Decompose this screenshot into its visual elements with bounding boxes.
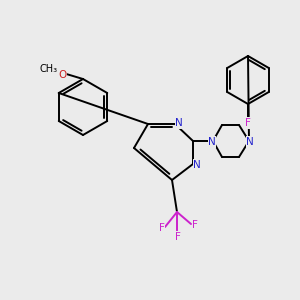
Text: F: F [175,232,181,242]
Text: CH₃: CH₃ [39,64,58,74]
Text: F: F [192,220,198,230]
Text: F: F [245,118,251,128]
Text: F: F [159,223,165,233]
Text: N: N [246,137,254,147]
Text: N: N [175,118,183,128]
Text: O: O [58,70,67,80]
Text: N: N [208,137,216,147]
Text: N: N [193,160,201,170]
